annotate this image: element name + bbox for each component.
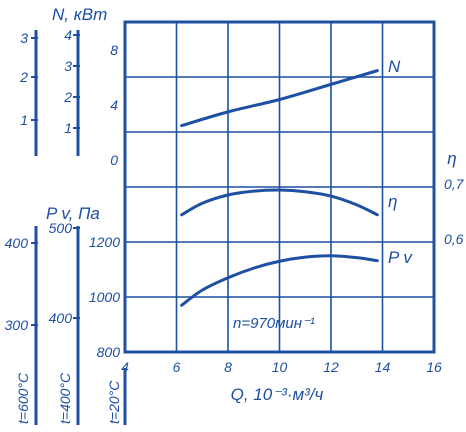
temperature-label-400: t=400°C — [57, 372, 73, 424]
power-outer-tick-1: 1 — [20, 112, 28, 128]
curve-power-N — [180, 69, 379, 128]
grid — [123, 20, 436, 354]
temperature-label-20: t=20°C — [106, 380, 122, 424]
efficiency-axis-title: η — [447, 149, 456, 168]
power-outer-tick-2: 2 — [19, 69, 28, 85]
power-inner-tick-3: 3 — [64, 58, 72, 74]
plot-frame — [123, 20, 436, 354]
pressure-mid-tick-500: 500 — [49, 220, 73, 236]
series-label-eta: η — [388, 192, 397, 211]
pressure-outer-tick-400: 400 — [5, 235, 29, 251]
efficiency-tick-1: 0,6 — [444, 231, 464, 247]
power-main-tick-4: 4 — [110, 97, 118, 113]
power-inner-tick-4: 4 — [64, 27, 72, 43]
x-tick-label-4: 4 — [121, 359, 129, 375]
pressure-mid-tick-400: 400 — [49, 310, 73, 326]
series-label-pv: P v — [388, 248, 413, 267]
tick-labels: 4 6 8 10 12 14 1632143218400,70,61200100080050… — [5, 27, 465, 375]
power-main-tick-8: 8 — [110, 42, 118, 58]
x-tick-label-8: 8 — [224, 359, 232, 375]
power-axis-title: N, кВт — [52, 5, 107, 24]
pressure-main-tick-800: 800 — [97, 344, 121, 360]
pressure-axis-title: P v, Па — [46, 204, 100, 223]
x-tick-label-6: 6 — [173, 359, 181, 375]
temperature-label-600: t=600°C — [15, 372, 31, 424]
curve-pressure-pv — [180, 254, 379, 307]
series-label-N: N — [388, 57, 401, 76]
x-tick-label-16: 16 — [426, 359, 442, 375]
pressure-main-tick-1200: 1200 — [89, 234, 120, 250]
x-tick-label-14: 14 — [375, 359, 391, 375]
pressure-main-tick-1000: 1000 — [89, 289, 120, 305]
x-tick-label-10: 10 — [272, 359, 288, 375]
x-tick-label-12: 12 — [323, 359, 339, 375]
power-outer-tick-3: 3 — [20, 30, 28, 46]
pressure-outer-tick-300: 300 — [5, 317, 29, 333]
speed-annotation: n=970мин⁻¹ — [233, 315, 315, 332]
power-inner-tick-2: 2 — [63, 89, 72, 105]
curve-efficiency-eta — [180, 188, 379, 217]
curves — [180, 69, 379, 307]
power-inner-tick-1: 1 — [64, 120, 72, 136]
power-main-tick-0: 0 — [110, 152, 118, 168]
x-axis-title: Q, 10⁻³·м³/ч — [231, 385, 324, 404]
efficiency-tick-0: 0,7 — [444, 176, 465, 192]
